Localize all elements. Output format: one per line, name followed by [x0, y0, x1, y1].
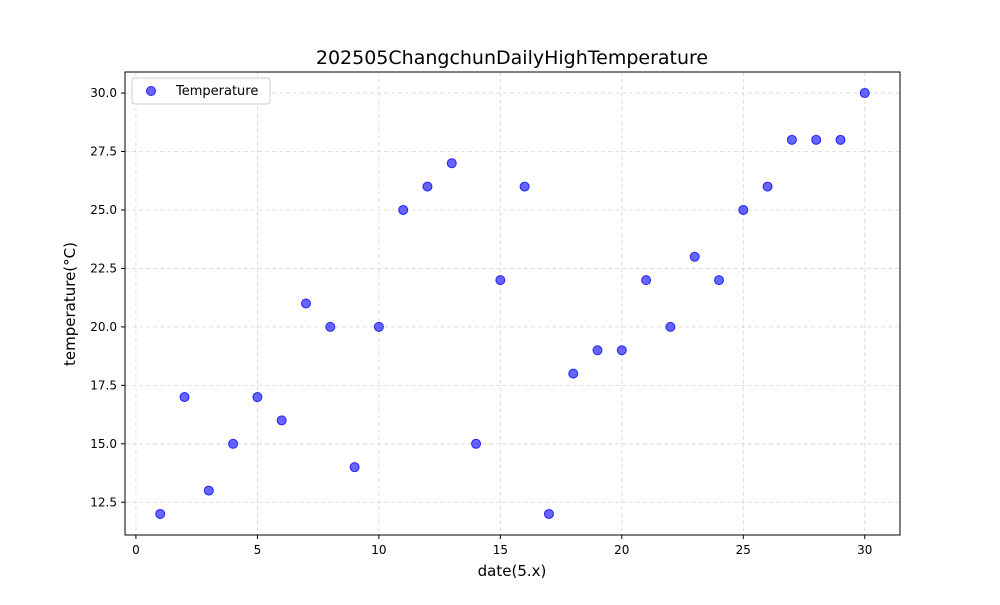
data-point [446, 158, 457, 169]
data-point [349, 462, 360, 473]
data-point [641, 275, 652, 286]
x-tick-label: 0 [132, 543, 140, 557]
data-point [811, 134, 822, 145]
y-tick-label: 17.5 [90, 378, 117, 392]
grid [125, 72, 900, 535]
data-point [325, 321, 336, 332]
data-point [471, 438, 482, 449]
plot-area-frame [124, 71, 901, 536]
legend-frame [131, 77, 271, 105]
data-point [252, 392, 263, 403]
y-axis-label: temperature(°C) [61, 242, 79, 366]
y-tick-label: 25.0 [90, 203, 117, 217]
legend-label: Temperature [175, 84, 258, 99]
data-point [859, 88, 870, 99]
data-point [203, 485, 214, 496]
data-point [228, 438, 239, 449]
x-tick-label: 25 [736, 543, 751, 557]
legend: Temperature [131, 77, 271, 105]
y-tick-label: 12.5 [90, 495, 117, 509]
y-tick-label: 20.0 [90, 320, 117, 334]
data-point [179, 392, 190, 403]
x-tick-label: 30 [857, 543, 872, 557]
data-point [543, 508, 554, 519]
data-point [616, 345, 627, 356]
data-point [519, 181, 530, 192]
data-point [568, 368, 579, 379]
chart-title: 202505ChangchunDailyHighTemperature [316, 47, 708, 69]
x-axis-label: date(5.x) [478, 562, 547, 580]
x-tick-label: 20 [614, 543, 629, 557]
data-point [714, 275, 725, 286]
data-point [665, 321, 676, 332]
data-point [835, 134, 846, 145]
y-tick-label: 27.5 [90, 145, 117, 159]
data-point [689, 251, 700, 262]
data-point [786, 134, 797, 145]
data-points [155, 88, 870, 519]
data-point [276, 415, 287, 426]
data-point [398, 204, 409, 215]
data-point [422, 181, 433, 192]
x-tick-label: 5 [254, 543, 262, 557]
data-point [155, 508, 166, 519]
y-tick-label: 15.0 [90, 437, 117, 451]
axis-ticks: 0 5 10 15 20 25 30 12.5 15.0 17.5 20.0 22.5 25.0 27.5… [90, 86, 872, 557]
legend-marker [146, 86, 156, 96]
x-tick-label: 15 [493, 543, 508, 557]
data-point [300, 298, 311, 309]
data-point [738, 204, 749, 215]
y-tick-label: 22.5 [90, 261, 117, 275]
x-tick-label: 10 [371, 543, 386, 557]
data-point [495, 275, 506, 286]
data-point [592, 345, 603, 356]
y-tick-label: 30.0 [90, 86, 117, 100]
data-point [762, 181, 773, 192]
data-point [373, 321, 384, 332]
